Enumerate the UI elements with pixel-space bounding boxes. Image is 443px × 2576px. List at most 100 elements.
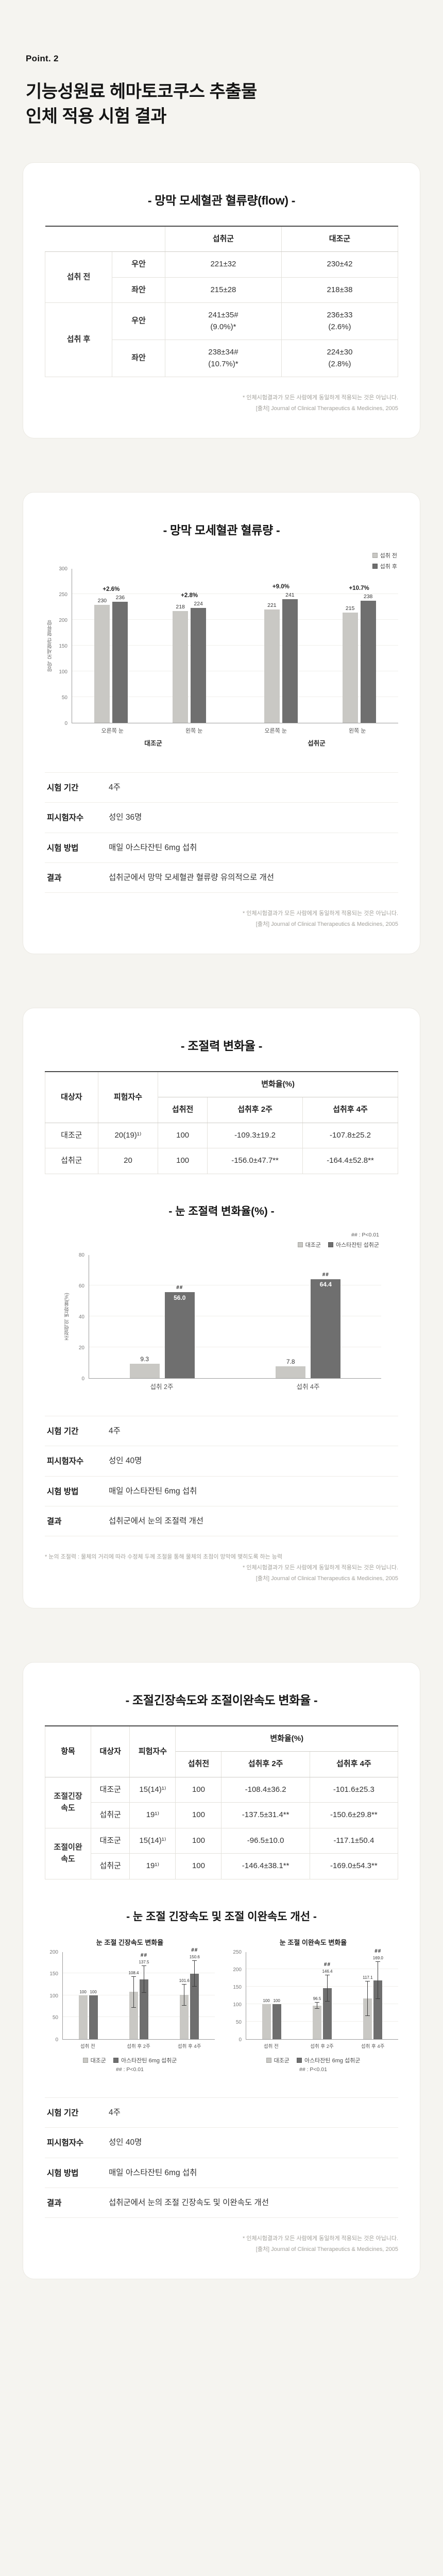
group-label: 섭취군 (308, 740, 326, 748)
bar-value-label: 108.4 (128, 1970, 139, 1975)
accommodation-chart-title: - 눈 조절력 변화율(%) - (168, 1205, 275, 1217)
bar-column: 150.6 ## (190, 1947, 200, 2039)
col-header-subject: 대상자 (91, 1725, 130, 1777)
legend-item: 대조군 (297, 1241, 321, 1249)
legend-swatch (113, 2058, 118, 2063)
bar-value-label: 117.1 (363, 1975, 373, 1980)
x-axis-label: 왼쪽 눈 (185, 727, 203, 734)
x-axis-label: 섭취 후 4주 (177, 2043, 201, 2049)
plot-column: 100 100 96.5 146.4 ## 117.1 169.0 ## 섭취 전 섭취 후 2주… (246, 1948, 398, 2050)
significance-marker: ## (322, 1272, 329, 1278)
info-row-method: 시험 방법 매일 아스타잔틴 6mg 섭취 (45, 2158, 398, 2188)
accommodation-bar-chart: 조절력의 변화율(%) 0 20 40 60 80 9.3 56.0 ## 7.8 64.4 ## 섭취… (62, 1252, 381, 1391)
bar-column: 56.0 ## (164, 1255, 195, 1378)
row-header-left-eye: 좌안 (112, 277, 165, 303)
cell-n: 15(14)¹⁾ (129, 1776, 176, 1803)
source-note: [출처] Journal of Clinical Therapeutics & … (255, 921, 398, 927)
info-label: 피시험자수 (47, 1457, 84, 1466)
table-header-row: 대상자 피험자수 변화율(%) (45, 1071, 398, 1123)
bar-value-label: 137.5 (139, 1960, 149, 1965)
error-bar (376, 1961, 381, 1999)
bar (360, 600, 376, 723)
relaxation-chart-legend: 대조군 아스타잔틴 6mg 섭취군 ## : P<0.01 (228, 2056, 398, 2073)
table-corner-cell (45, 226, 165, 252)
bar-column: 137.5 ## (139, 1952, 149, 2039)
y-axis: 0 50 100 150 200 (45, 1950, 62, 2043)
bar-column: 224 (191, 569, 207, 723)
tension-speed-bar-chart: 0 50 100 150 200 100 100 108.4 137.5 ## 101.6 150.6… (45, 1947, 215, 2050)
percent-annotation: +9.0% (272, 583, 289, 590)
study-info: 시험 기간 4주 피시험자수 성인 40명 시험 방법 매일 아스타잔틴 6mg… (45, 1416, 398, 1537)
table-row: 대조군 20(19)¹⁾ 100 -109.3±19.2 -107.8±25.2 (45, 1122, 398, 1149)
cell-subject: 대조군 (45, 1122, 98, 1149)
gridline (72, 619, 398, 620)
info-value: 4주 (109, 2108, 121, 2117)
cell-value: -117.1±50.4 (309, 1827, 399, 1854)
table-row: 섭취군 19¹⁾ 100 -146.4±38.1** -169.0±54.3** (45, 1853, 399, 1879)
x-axis-labels: 섭취 전 섭취 후 2주 섭취 후 4주 (246, 2044, 398, 2050)
y-tick-label: 200 (59, 617, 67, 623)
bar-group: 101.6 150.6 ## (164, 1947, 215, 2039)
gridline (246, 2021, 398, 2022)
y-tick-label: 20 (78, 1345, 84, 1351)
col-header-change: 변화율(%) (175, 1725, 398, 1752)
cell-value: 238±34# (10.7%)* (164, 340, 282, 378)
bar (312, 2005, 321, 2039)
bar (180, 1994, 189, 2039)
col-header-pre: 섭취전 (158, 1097, 208, 1123)
bar (262, 2004, 271, 2039)
legend-swatch (328, 1242, 333, 1247)
info-label: 시험 기간 (47, 2109, 79, 2118)
bar-group: 230 236 +2.6% (72, 569, 150, 723)
relaxation-speed-chart-block: 눈 조절 이완속도 변화율 0 50 100 150 200 250 100 100 96.5 1… (228, 1937, 398, 2073)
legend-swatch (82, 2058, 88, 2063)
info-value: 매일 아스타잔틴 6mg 섭취 (109, 2168, 197, 2177)
bar-group: 9.3 56.0 ## (89, 1255, 235, 1378)
legend-label: 대조군 (90, 2058, 106, 2064)
cell-value: 100 (158, 1148, 208, 1174)
bar-column: 221 (264, 569, 280, 723)
legend-swatch (266, 2058, 271, 2063)
info-value: 섭취군에서 망막 모세혈관 혈류량 유의적으로 개선 (109, 873, 274, 882)
section2-title: - 망막 모세혈관 혈류량 - (163, 523, 280, 537)
bar (112, 601, 128, 723)
cell-value: 224±30 (2.8%) (281, 340, 399, 378)
y-tick-label: 100 (49, 1993, 58, 1999)
bar (139, 1979, 148, 2039)
y-tick-label: 0 (55, 2037, 58, 2043)
y-axis: 0 50 100 150 200 250 (228, 1950, 246, 2043)
study-info: 시험 기간 4주 피시험자수 성인 36명 시험 방법 매일 아스타잔틴 6mg… (45, 772, 398, 893)
bar-value-label: 230 (97, 597, 107, 604)
bar-column: 96.5 (312, 1952, 321, 2039)
speed-table: 항목 대상자 피험자수 변화율(%) 섭취전 섭취후 2주 섭취후 4주 조절긴… (44, 1725, 399, 1879)
bar (89, 1995, 98, 2039)
bar (264, 609, 280, 723)
info-row-method: 시험 방법 매일 아스타잔틴 6mg 섭취 (45, 1477, 398, 1506)
bar (342, 612, 358, 723)
x-axis-label: 섭취 후 2주 (310, 2043, 334, 2049)
table-row: 섭취군 19¹⁾ 100 -137.5±31.4** -150.6±29.8** (45, 1802, 399, 1828)
table-row: 좌안 215±28 218±38 (45, 277, 399, 303)
cell-value: -169.0±54.3** (309, 1853, 399, 1879)
disclaimer-note: * 인체시험결과가 모든 사람에게 동일하게 적용되는 것은 아닙니다. (243, 1565, 398, 1571)
bar (311, 1279, 341, 1378)
legend-label: 섭취 후 (380, 563, 397, 570)
bar (276, 1366, 306, 1378)
bar-value-label: 9.3 (140, 1355, 149, 1363)
cell-value: 100 (158, 1122, 208, 1149)
bar-value-label: 100 (79, 1990, 87, 1995)
bar-column: 7.8 (276, 1255, 306, 1378)
chart-legend-items: 대조군 아스타잔틴 6mg 섭취군 (266, 2056, 360, 2064)
y-axis: 0 20 40 60 80 (71, 1252, 89, 1382)
footnotes: * 인체시험결과가 모든 사람에게 동일하게 적용되는 것은 아닙니다. [출처… (45, 2233, 398, 2255)
card-retina-flow-table: - 망막 모세혈관 혈류량(flow) - 섭취군 대조군 섭취 전 우안 22… (23, 162, 420, 438)
disclaimer-note: * 인체시험결과가 모든 사람에게 동일하게 적용되는 것은 아닙니다. (243, 910, 398, 917)
legend-label: 섭취 전 (380, 552, 397, 559)
y-tick-label: 0 (238, 2037, 242, 2043)
bar-group: 96.5 146.4 ## (297, 1952, 347, 2039)
plot-area: 100 100 96.5 146.4 ## 117.1 169.0 ## (246, 1948, 398, 2040)
chart-legend-items: 대조군 아스타잔틴 6mg 섭취군 (82, 2056, 177, 2064)
bar (282, 599, 298, 723)
error-bar (131, 1976, 136, 2008)
